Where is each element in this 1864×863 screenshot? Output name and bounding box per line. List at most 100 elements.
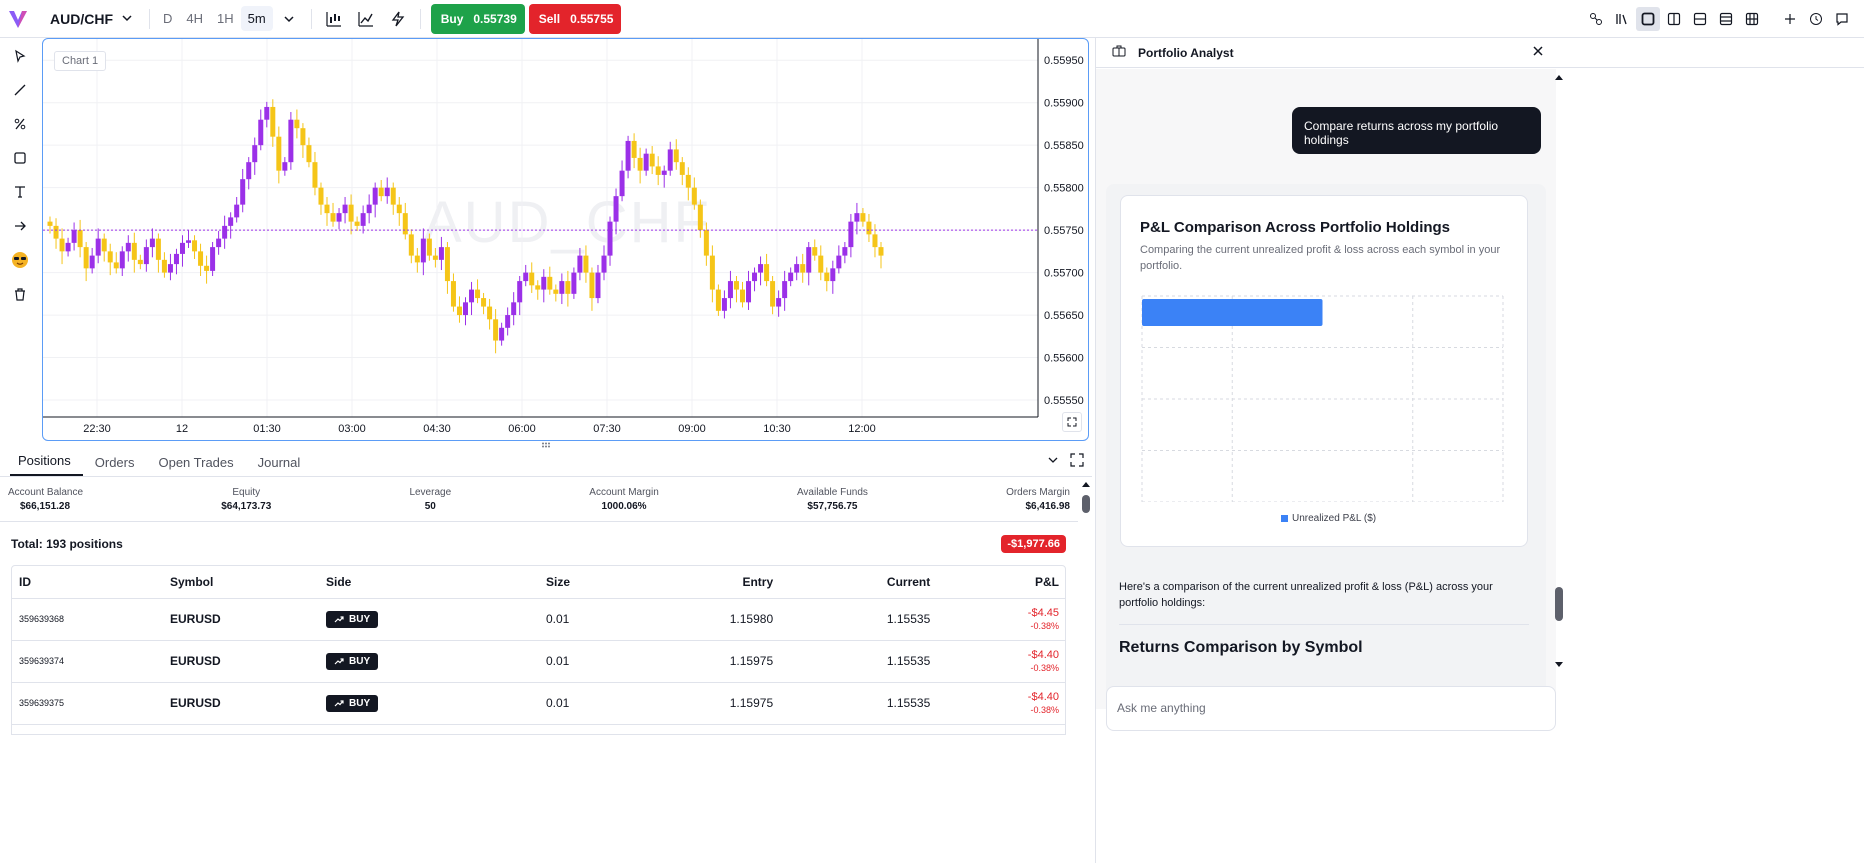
candle-body: [204, 265, 210, 271]
col-symbol[interactable]: Symbol: [170, 566, 326, 599]
maximize-panel-icon[interactable]: [1070, 453, 1084, 470]
candle-body: [240, 179, 246, 205]
price-tick-label: 0.55550: [1044, 395, 1084, 407]
candle-body: [125, 242, 131, 252]
timeframe-1h[interactable]: 1H: [217, 11, 234, 26]
layout-two-columns-icon[interactable]: [1662, 7, 1686, 31]
chat-scrollbar[interactable]: [1552, 69, 1566, 709]
timeframe-d[interactable]: D: [163, 11, 173, 26]
candle-body: [776, 298, 782, 307]
candlestick-chart[interactable]: 0.55950 0.55900 0.55850 0.55800 0.55750 0.557…: [43, 39, 1089, 441]
collapse-chevron-icon[interactable]: [1046, 453, 1060, 470]
candle-body: [475, 289, 481, 299]
candle-body: [565, 281, 571, 294]
indicators-icon[interactable]: [350, 5, 382, 33]
ask-input[interactable]: Ask me anything: [1106, 686, 1556, 731]
emoji-sunglasses-icon[interactable]: [0, 243, 40, 277]
candle-body: [733, 281, 739, 290]
timeframe-5m[interactable]: 5m: [240, 6, 273, 31]
buy-button[interactable]: Buy 0.55739: [430, 3, 525, 34]
pnl-percent: -0.38%: [1030, 705, 1059, 715]
divider: [149, 8, 150, 29]
position-pnl: -$4.45 -0.38%: [930, 598, 1065, 641]
candle-body: [149, 238, 155, 248]
sell-button[interactable]: Sell 0.55755: [528, 3, 621, 34]
candle-body: [505, 315, 511, 328]
timeframe-4h[interactable]: 4H: [186, 11, 204, 26]
chart-title-label[interactable]: Chart 1: [54, 51, 107, 71]
time-tick-label: 01:30: [253, 423, 281, 435]
account-summary: Account Balance $66,151.28 Equity $64,173.…: [0, 478, 1078, 522]
position-size: 0.01: [546, 640, 616, 683]
add-icon[interactable]: [1778, 7, 1802, 31]
tab-orders[interactable]: Orders: [94, 455, 135, 470]
position-entry: 1.15975: [616, 682, 774, 725]
buy-side-badge: BUY: [326, 652, 379, 670]
layout-single-icon[interactable]: [1636, 7, 1660, 31]
candle-body: [53, 225, 59, 239]
stat-label: Equity: [232, 487, 261, 498]
candle-body: [535, 285, 541, 290]
positions-scrollbar[interactable]: [1080, 478, 1092, 728]
time-tick-label: 12:00: [848, 423, 876, 435]
trend-line-icon[interactable]: [0, 73, 40, 107]
fib-percent-icon[interactable]: [0, 107, 40, 141]
price-tick-label: 0.55750: [1044, 225, 1084, 237]
col-pnl[interactable]: P&L: [930, 566, 1065, 599]
history-icon[interactable]: [1804, 7, 1828, 31]
position-side: BUY: [326, 682, 546, 725]
candle-body: [788, 272, 794, 282]
tab-positions[interactable]: Positions: [10, 453, 83, 476]
price-chart[interactable]: AUD_CHF 0.55950 0.55900 0.55850 0.55800 0.55…: [42, 38, 1089, 441]
layout-grid-icon[interactable]: [1740, 7, 1764, 31]
tab-journal[interactable]: Journal: [257, 455, 301, 470]
symbol-selector[interactable]: AUD/CHF: [36, 11, 143, 27]
stat-orders-margin: Orders Margin $6,416.98: [1006, 478, 1070, 521]
col-current[interactable]: Current: [773, 566, 931, 599]
table-row[interactable]: 359639375 EURUSD BUY 0.01 1.15975 1.1553…: [12, 682, 1065, 725]
position-symbol: EURUSD: [170, 640, 326, 683]
candle-body: [848, 221, 854, 248]
candle-body: [649, 153, 655, 167]
col-size[interactable]: Size: [546, 566, 616, 599]
tab-open-trades[interactable]: Open Trades: [158, 455, 234, 470]
text-icon[interactable]: [0, 175, 40, 209]
link-icon[interactable]: [1584, 7, 1608, 31]
layout-two-rows-icon[interactable]: [1688, 7, 1712, 31]
col-id[interactable]: ID: [12, 566, 170, 599]
candle-body: [372, 187, 378, 205]
candle-body: [860, 213, 866, 222]
candle-body: [101, 238, 107, 252]
candles-chart-type-icon[interactable]: [318, 5, 350, 33]
candle-body: [746, 281, 752, 303]
chat-icon[interactable]: [1830, 7, 1854, 31]
card-title: P&L Comparison Across Portfolio Holdings: [1140, 219, 1451, 236]
candle-body: [878, 247, 884, 256]
alerts-lightning-icon[interactable]: [382, 5, 414, 33]
candle-body: [493, 319, 499, 341]
candle-body: [107, 251, 113, 263]
stat-value: 50: [424, 501, 436, 512]
candle-body: [77, 230, 83, 248]
candle-body: [625, 140, 631, 171]
stat-account-balance: Account Balance $66,151.28: [8, 478, 83, 521]
fullscreen-icon[interactable]: [1062, 412, 1082, 432]
table-row[interactable]: 359639368 EURUSD BUY 0.01 1.15980 1.1553…: [12, 598, 1065, 641]
candle-body: [234, 204, 240, 218]
layout-three-rows-icon[interactable]: [1714, 7, 1738, 31]
candle-body: [131, 242, 137, 260]
close-icon[interactable]: [1532, 45, 1544, 60]
library-icon[interactable]: [1610, 7, 1634, 31]
app-logo[interactable]: [0, 0, 36, 38]
panel-resize-handle[interactable]: [0, 441, 1092, 449]
cursor-icon[interactable]: [0, 39, 40, 73]
col-entry[interactable]: Entry: [616, 566, 774, 599]
timeframe-dropdown-icon[interactable]: [273, 5, 305, 33]
rectangle-icon[interactable]: [0, 141, 40, 175]
candle-body: [396, 204, 402, 214]
candle-body: [450, 281, 456, 307]
table-row[interactable]: 359639374 EURUSD BUY 0.01 1.15975 1.1553…: [12, 640, 1065, 683]
arrow-icon[interactable]: [0, 209, 40, 243]
col-side[interactable]: Side: [326, 566, 546, 599]
trash-icon[interactable]: [0, 277, 40, 311]
